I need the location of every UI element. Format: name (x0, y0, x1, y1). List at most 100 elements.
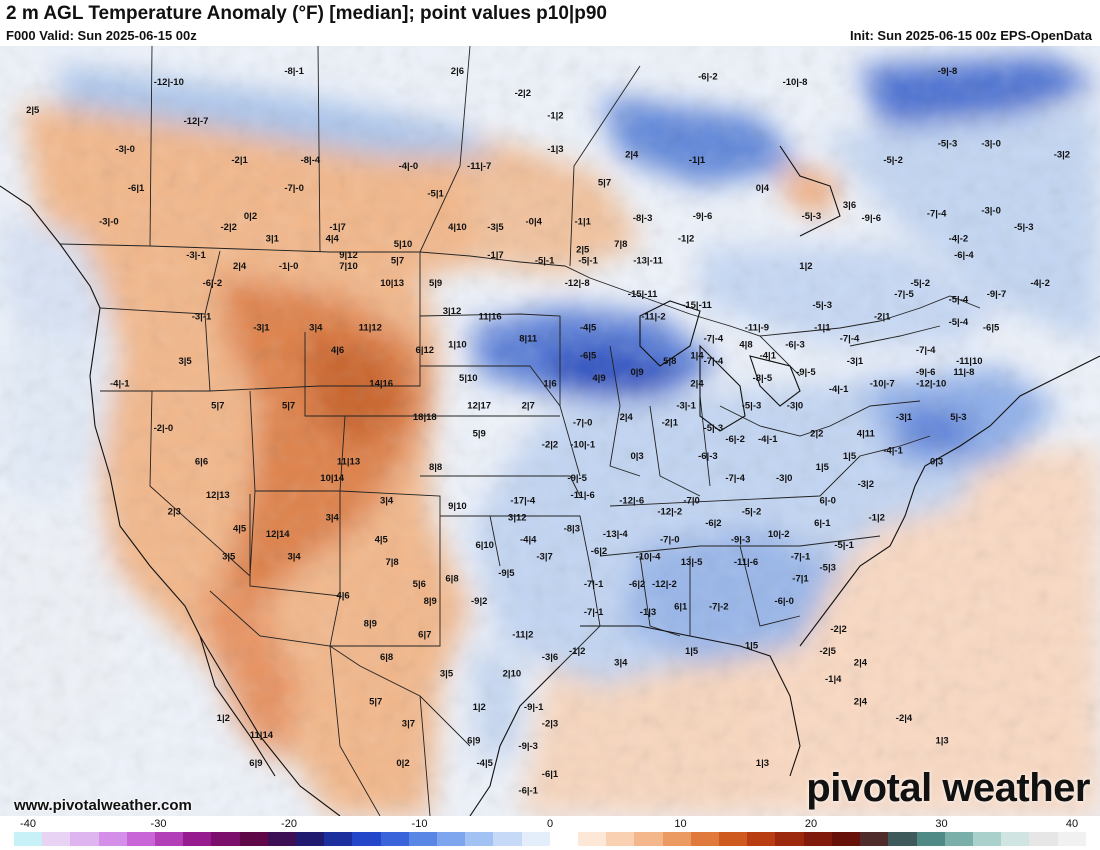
point-value: -4|-0 (399, 161, 419, 172)
point-value: 8|9 (364, 618, 377, 629)
point-value: 5|6 (413, 579, 426, 590)
point-value: 2|2 (810, 429, 823, 440)
point-value: -12|-8 (565, 278, 590, 289)
point-value: -4|1 (760, 351, 777, 362)
colorbar-swatch (803, 832, 832, 846)
point-value: 5|7 (369, 696, 382, 707)
point-value: 1|10 (448, 339, 467, 350)
point-value: -1|-0 (279, 261, 299, 272)
point-value: -3|1 (847, 356, 864, 367)
colorbar-swatch (944, 832, 973, 846)
point-value: -7|1 (792, 574, 809, 585)
point-value: -11|-6 (734, 557, 758, 568)
point-value: -1|2 (547, 111, 563, 122)
point-value: -15|-11 (682, 300, 712, 311)
point-value: -5|-1 (834, 540, 854, 551)
point-value: 3|4 (614, 657, 628, 668)
point-value: -7|-4 (916, 345, 936, 356)
point-value: -2|3 (542, 719, 558, 730)
point-value: -5|-4 (949, 295, 969, 306)
point-value: -5|-3 (938, 138, 958, 149)
point-value: -6|-3 (698, 451, 718, 462)
point-value: -6|5 (983, 323, 1000, 334)
point-value: -8|-3 (633, 213, 653, 224)
point-value: -5|-1 (578, 256, 598, 267)
point-value: -11|-2 (641, 311, 665, 322)
point-value: 1|2 (473, 702, 486, 713)
point-value: 5|9 (473, 429, 486, 440)
point-value: 4|11 (857, 429, 876, 440)
point-value: -3|-0 (981, 138, 1001, 149)
point-value: 2|10 (503, 669, 522, 680)
colorbar-swatch (155, 832, 184, 846)
point-value: -5|-3 (1014, 222, 1034, 233)
point-value: 2|6 (451, 66, 464, 77)
point-value: -6|1 (542, 769, 559, 780)
point-value: -7|-0 (284, 183, 304, 194)
site-url[interactable]: www.pivotalweather.com (14, 797, 192, 814)
point-value: -1|3 (547, 144, 563, 155)
point-value: -3|2 (1054, 150, 1070, 161)
colorbar-swatch (690, 832, 720, 846)
point-value: -13|-11 (633, 256, 663, 267)
colorbar-swatch (211, 832, 240, 846)
colorbar-swatch (916, 832, 945, 846)
point-value: -2|2 (221, 222, 237, 233)
point-value: -1|2 (569, 646, 585, 657)
point-value: 6|7 (418, 629, 431, 640)
colorbar-swatch (662, 832, 691, 846)
point-value: 1|4 (690, 351, 704, 362)
point-value: 4|4 (326, 233, 340, 244)
colorbar-swatch (1057, 832, 1086, 846)
point-value: -11|-6 (571, 490, 595, 501)
point-value: -9|5 (498, 568, 515, 579)
point-value: -3|7 (536, 551, 552, 562)
point-value: 1|2 (217, 713, 230, 724)
point-value: -6|-0 (774, 596, 794, 607)
texture-overlay (0, 46, 1100, 816)
point-value: -2|1 (874, 311, 891, 322)
point-value: 6|9 (249, 758, 262, 769)
point-value: -12|-10 (154, 77, 184, 88)
point-value: 1|5 (745, 641, 759, 652)
point-value: -8|-1 (284, 66, 304, 77)
point-value: -12|-6 (619, 496, 644, 507)
point-value: -0|4 (526, 217, 543, 228)
point-value: -4|-1 (110, 378, 130, 389)
point-value: 5|9 (429, 278, 442, 289)
point-value: -5|-4 (949, 317, 969, 328)
colorbar-tick-label: -20 (281, 818, 297, 830)
point-value: 9|12 (339, 250, 358, 261)
colorbar-swatch (408, 832, 438, 846)
point-value: -4|4 (520, 535, 537, 546)
point-value: 6|-1 (814, 518, 831, 529)
colorbar-tick-label: -40 (20, 818, 36, 830)
colorbar-swatch (775, 832, 804, 846)
point-value: -2|1 (662, 417, 679, 428)
point-value: -3|-1 (186, 250, 206, 261)
point-value: -2|2 (515, 88, 531, 99)
point-value: 0|4 (756, 183, 770, 194)
point-value: -9|-3 (518, 741, 538, 752)
point-value: -1|1 (575, 217, 592, 228)
point-value: 12|17 (467, 401, 491, 412)
point-value: -3|6 (542, 652, 558, 663)
point-value: 4|10 (448, 222, 467, 233)
point-value: 0|2 (244, 211, 257, 222)
point-value: -2|4 (896, 713, 913, 724)
point-value: 12|13 (206, 490, 230, 501)
colorbar-swatch (267, 832, 297, 846)
point-value: -4|-2 (949, 233, 969, 244)
anomaly-map: -12|-10 -8|-1 2|6 -2|2 -6|-2 -10|-8 -9|-8 2|5 -1… (0, 46, 1100, 816)
colorbar (14, 832, 1086, 846)
point-value: -3|5 (487, 222, 504, 233)
point-value: 8|11 (519, 334, 538, 345)
colorbar-swatch (606, 832, 635, 846)
point-value: -3|-0 (99, 217, 119, 228)
point-value: 0|9 (630, 367, 643, 378)
point-value: 3|4 (380, 496, 394, 507)
point-value: 0|3 (630, 451, 643, 462)
point-value: -4|5 (477, 758, 494, 769)
colorbar-swatch (719, 832, 748, 846)
point-value: -1|2 (869, 512, 885, 523)
